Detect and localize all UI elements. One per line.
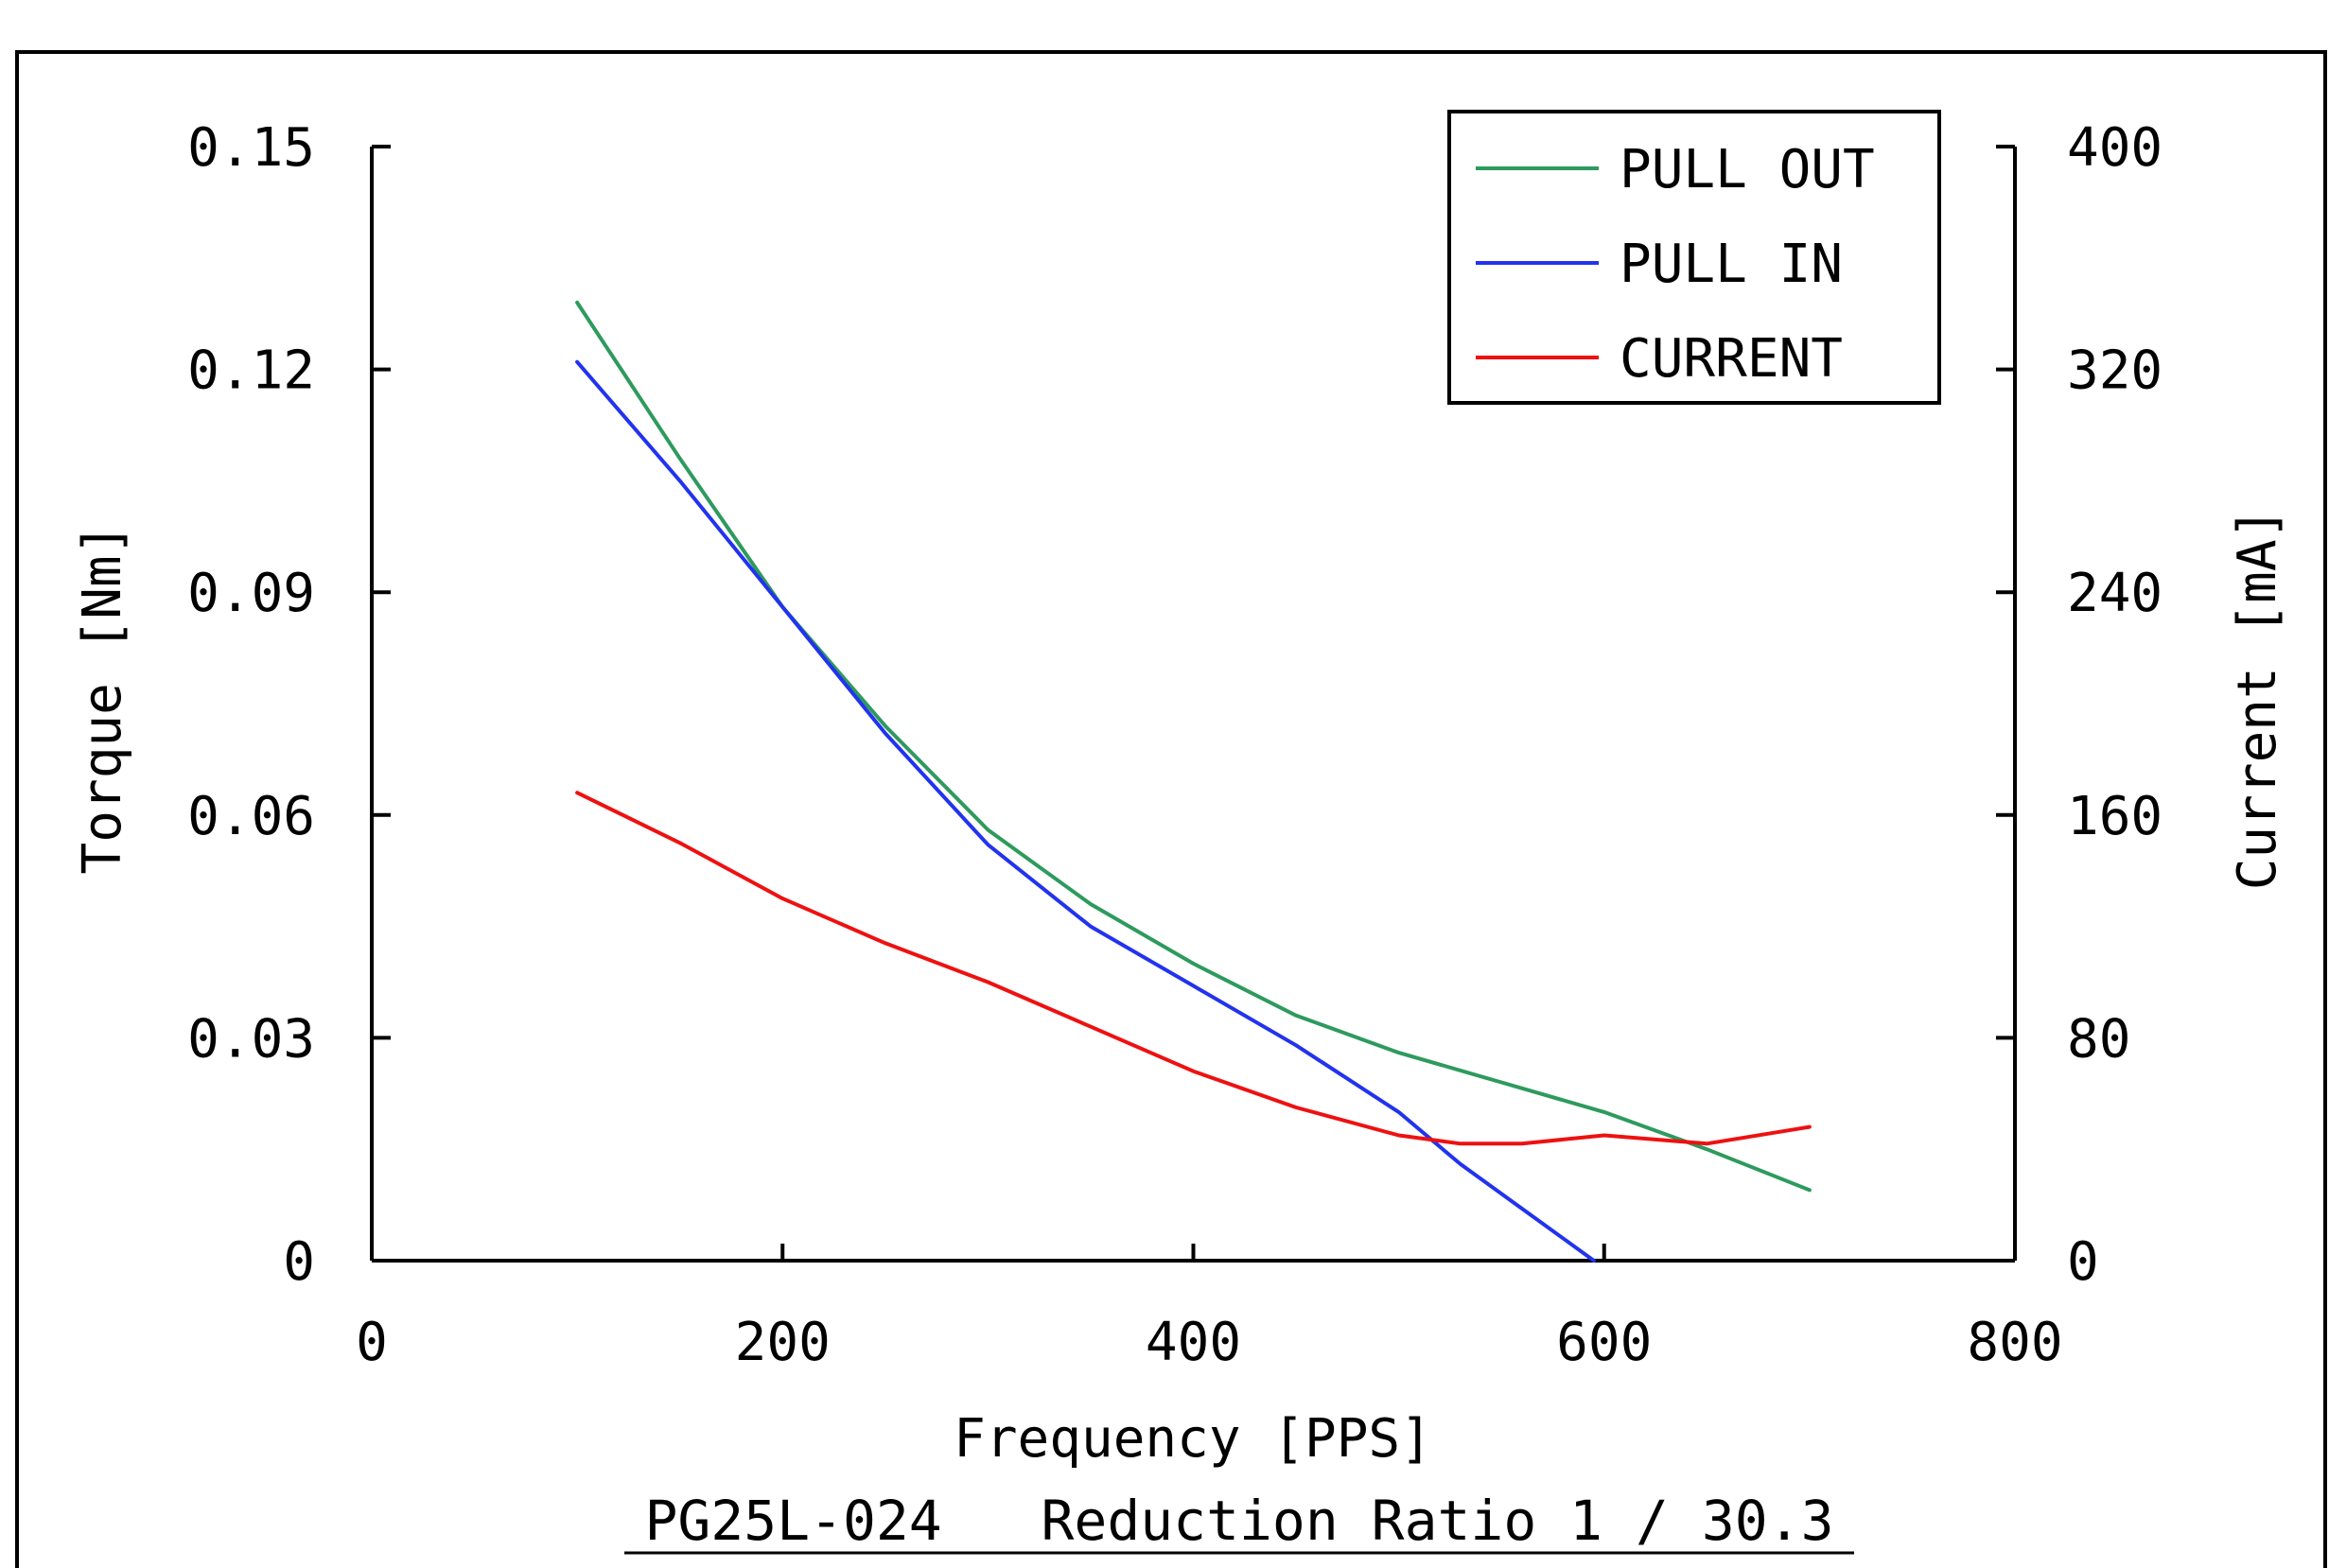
legend-label-pull-in: PULL IN <box>1620 234 1843 295</box>
y2-tick-label: 160 <box>2067 786 2163 847</box>
y2-axis-label: Current [mA] <box>2227 508 2288 891</box>
x-tick-label: 400 <box>1146 1312 1241 1373</box>
x-tick-label: 200 <box>735 1312 831 1373</box>
y-tick-label: 0.12 <box>187 340 315 402</box>
y-tick-label: 0.03 <box>187 1008 315 1070</box>
y-tick-label: 0.06 <box>187 786 315 847</box>
tick-group: 0 200 400 600 80000.030.060.090.120.15080160… <box>187 117 2163 1373</box>
y-axis-label: Torque [Nm] <box>72 524 133 875</box>
series-line-current <box>575 791 1812 1146</box>
y2-tick-label: 400 <box>2067 117 2163 179</box>
y-tick-label: 0 <box>283 1231 315 1293</box>
y2-tick-label: 80 <box>2067 1008 2130 1070</box>
legend-label-current: CURRENT <box>1620 328 1843 390</box>
x-tick-label: 800 <box>1967 1312 2062 1373</box>
x-tick-label: 600 <box>1556 1312 1652 1373</box>
y2-tick-label: 0 <box>2067 1231 2099 1293</box>
series-line-pull-in <box>575 359 1596 1263</box>
legend-box <box>1447 110 1941 405</box>
series-group <box>575 300 1812 1263</box>
y-tick-label: 0.09 <box>187 563 315 624</box>
x-tick-label: 0 <box>356 1312 388 1373</box>
y2-tick-label: 320 <box>2067 340 2163 402</box>
legend-label-pull-out: PULL OUT <box>1620 139 1875 200</box>
series-line-pull-out <box>575 300 1812 1193</box>
x-axis-label: Frequency [PPS] <box>954 1408 1432 1470</box>
y-tick-label: 0.15 <box>187 117 315 179</box>
y2-tick-label: 240 <box>2067 563 2163 624</box>
chart-frame <box>15 50 2327 1568</box>
chart-subtitle: PG25L-024 Reduction Ratio 1 / 30.3 <box>644 1489 1833 1553</box>
legend: PULL OUT PULL IN CURRENT <box>1447 110 1941 405</box>
